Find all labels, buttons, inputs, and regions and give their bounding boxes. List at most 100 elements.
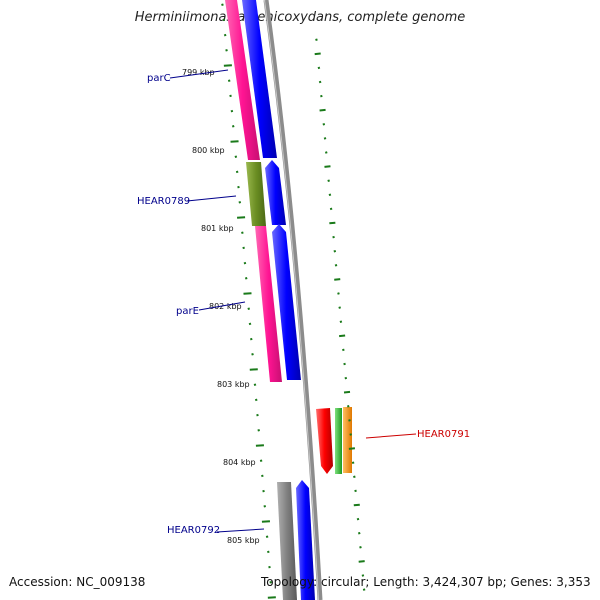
leader-HEAR0791 <box>365 433 417 439</box>
leader-parE <box>198 301 246 311</box>
scale-tick <box>247 307 251 310</box>
outer-tick <box>354 489 357 493</box>
gene-parC-cds[interactable] <box>225 0 260 160</box>
outer-tick <box>346 405 350 408</box>
gene-HEAR0791-feature-green[interactable] <box>335 408 342 474</box>
gene-parE-arrow[interactable] <box>272 224 301 380</box>
scale-tick <box>230 140 239 143</box>
scale-tick <box>241 231 244 234</box>
scale-tick <box>242 246 245 250</box>
outer-tick <box>337 292 340 295</box>
scale-tick <box>249 368 258 371</box>
scale-tick <box>259 459 263 462</box>
outer-tick <box>343 362 346 366</box>
scale-tick <box>269 581 272 584</box>
outer-tick <box>338 306 341 309</box>
outer-tick <box>329 221 336 225</box>
outer-tick <box>357 531 361 535</box>
outer-tick <box>332 235 335 239</box>
outer-tick <box>324 165 331 168</box>
leader-parC <box>169 69 229 79</box>
scale-tick <box>234 155 238 158</box>
outer-tick <box>328 193 332 197</box>
genome-summary-text: Topology: circular; Length: 3,424,307 bp… <box>261 575 591 589</box>
outer-tick <box>349 433 352 436</box>
outer-tick <box>315 38 318 41</box>
outer-tick <box>351 461 355 464</box>
gene-parE-cds[interactable] <box>255 226 282 382</box>
scale-tick <box>263 505 267 508</box>
leader-HEAR0789 <box>186 195 237 202</box>
gene-label-HEAR0789[interactable]: HEAR0789 <box>137 196 190 207</box>
outer-tick <box>320 94 323 98</box>
scale-tick <box>221 3 224 6</box>
outer-tick <box>348 447 356 450</box>
outer-tick <box>353 503 360 507</box>
scale-tick <box>249 337 253 341</box>
kbp-label-803: 803 kbp <box>217 380 250 389</box>
outer-tick <box>362 588 366 591</box>
scale-tick <box>244 277 248 280</box>
scale-tick <box>257 429 260 432</box>
scale-tick <box>261 520 271 523</box>
outer-tick <box>343 390 351 394</box>
scale-tick <box>268 565 271 569</box>
scale-tick <box>227 79 231 82</box>
kbp-label-802: 802 kbp <box>209 302 242 311</box>
backbone-arc <box>263 0 323 600</box>
scale-tick <box>229 94 232 98</box>
outer-tick <box>324 151 328 154</box>
accession-text: Accession: NC_009138 <box>9 575 146 589</box>
outer-tick <box>329 207 333 211</box>
outer-tick <box>327 179 330 182</box>
map-title: Herminiimonas arsenicoxydans, complete g… <box>134 10 466 25</box>
scale-tick <box>243 261 247 265</box>
outer-tick <box>339 320 343 323</box>
scale-tick <box>254 398 258 402</box>
scale-tick <box>255 444 264 447</box>
outer-tick <box>333 249 337 253</box>
scale-tick <box>248 322 252 326</box>
outer-tick <box>348 419 351 422</box>
outer-tick <box>322 123 326 126</box>
outer-tick <box>353 475 356 479</box>
scale-tick <box>243 292 252 295</box>
scale-tick <box>267 550 270 554</box>
scale-tick <box>238 201 242 204</box>
scale-tick <box>262 489 265 493</box>
gene-label-HEAR0791[interactable]: HEAR0791 <box>417 429 470 440</box>
outer-tick <box>319 108 326 112</box>
gene-HEAR0792-arrow[interactable] <box>296 480 315 600</box>
scale-tick <box>237 185 240 189</box>
gene-HEAR0789-cds[interactable] <box>246 162 266 226</box>
kbp-label-801: 801 kbp <box>201 224 234 233</box>
outer-tick <box>323 137 327 140</box>
gene-HEAR0789-arrow[interactable] <box>265 160 286 225</box>
outer-tick <box>344 376 348 380</box>
scale-tick <box>261 474 264 478</box>
outer-tick <box>339 334 346 338</box>
gene-HEAR0792-cds[interactable] <box>277 482 297 600</box>
outer-ticks <box>314 38 366 591</box>
kbp-label-799: 799 kbp <box>182 68 215 77</box>
outer-tick <box>318 80 322 84</box>
outer-tick <box>334 264 338 267</box>
gene-label-parC[interactable]: parC <box>147 73 171 84</box>
scale-tick <box>231 125 235 128</box>
outer-tick <box>317 66 321 70</box>
gene-HEAR0791-arrow[interactable] <box>316 408 333 474</box>
scale-tick <box>223 33 227 37</box>
gene-label-HEAR0792[interactable]: HEAR0792 <box>167 525 220 536</box>
kbp-label-804: 804 kbp <box>223 458 256 467</box>
outer-tick <box>314 52 321 56</box>
scale-tick <box>237 216 246 219</box>
kbp-label-805: 805 kbp <box>227 536 260 545</box>
scale-tick <box>222 18 226 22</box>
outer-tick <box>361 574 365 577</box>
outer-tick <box>334 278 341 281</box>
gene-label-parE[interactable]: parE <box>176 306 199 317</box>
gene-HEAR0791-feature-orange[interactable] <box>343 407 352 473</box>
scale-tick <box>267 596 276 599</box>
gene-parC-arrow[interactable] <box>242 0 277 158</box>
